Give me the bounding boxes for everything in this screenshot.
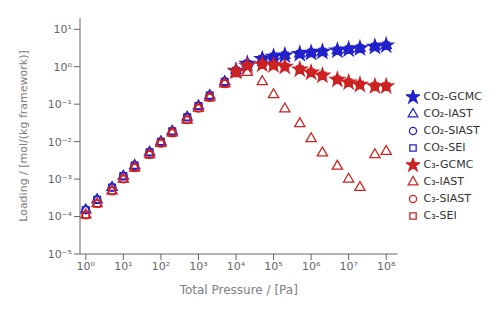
svg-text:10⁵: 10⁵	[264, 260, 282, 273]
html-text:C₃-SEI: C₃-SEI	[423, 209, 457, 222]
svg-text:10⁻⁴: 10⁻⁴	[48, 210, 73, 223]
svg-text:10¹: 10¹	[114, 260, 132, 273]
svg-text:10⁰: 10⁰	[54, 61, 73, 74]
svg-text:10⁻⁵: 10⁻⁵	[48, 248, 72, 261]
svg-text:10⁻¹: 10⁻¹	[48, 98, 72, 111]
svg-text:10⁰: 10⁰	[77, 260, 96, 273]
html-text:C₃-GCMC: C₃-GCMC	[423, 158, 474, 171]
html-text:CO₂-SEI: CO₂-SEI	[423, 141, 466, 154]
svg-text:10¹: 10¹	[54, 23, 72, 36]
html-text:CO₂-IAST: CO₂-IAST	[423, 107, 473, 120]
svg-text:10⁸: 10⁸	[377, 260, 396, 273]
svg-text:10⁻³: 10⁻³	[48, 173, 72, 186]
svg-text:Loading / [mol/(kg framework)]: Loading / [mol/(kg framework)]	[17, 50, 30, 222]
svg-text:Total Pressure / [Pa]: Total Pressure / [Pa]	[179, 283, 298, 297]
svg-text:10⁴: 10⁴	[227, 260, 246, 273]
svg-text:10⁶: 10⁶	[302, 260, 321, 273]
html-text:C₃-SIAST: C₃-SIAST	[423, 192, 471, 205]
html-text:CO₂-SIAST: CO₂-SIAST	[423, 124, 480, 137]
svg-text:10³: 10³	[189, 260, 207, 273]
svg-text:10²: 10²	[152, 260, 170, 273]
html-text:CO₂-GCMC: CO₂-GCMC	[423, 90, 482, 103]
html-text:C₃-IAST: C₃-IAST	[423, 175, 464, 188]
svg-text:10⁻²: 10⁻²	[48, 136, 72, 149]
svg-text:10⁷: 10⁷	[339, 260, 357, 273]
